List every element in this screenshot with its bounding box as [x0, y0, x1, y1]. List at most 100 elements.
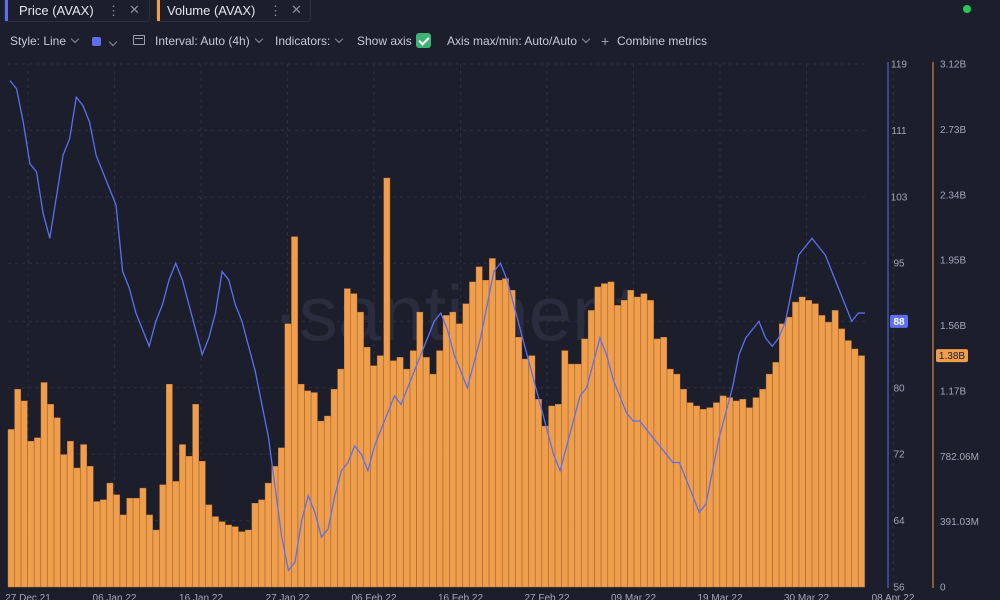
color-swatch[interactable]	[92, 37, 101, 46]
volume-bar	[344, 288, 351, 588]
x-tick-label: 09 Mar 22	[611, 593, 656, 600]
volume-bar	[146, 514, 153, 588]
volume-bar	[851, 348, 859, 588]
volume-axis: 0 391.03M 782.06M 1.17B 1.56B 1.95B 2.34B 2.73B…	[940, 60, 979, 594]
volume-bar	[429, 373, 437, 588]
volume-color-bar	[157, 0, 160, 21]
metric-tab-price-label: Price (AVAX)	[19, 3, 94, 18]
price-tick-label: 64	[893, 516, 905, 527]
volume-bar	[436, 350, 443, 588]
indicators-label: Indicators:	[275, 34, 331, 48]
price-tick-label: 56	[893, 583, 905, 594]
volume-current-marker: 1.38B	[936, 349, 968, 363]
volume-bar	[627, 290, 635, 588]
volume-bar	[838, 328, 846, 588]
volume-bar	[667, 368, 674, 588]
volume-current-label: 1.38B	[939, 351, 965, 362]
volume-tick-label: 782.06M	[940, 452, 979, 463]
volume-bar	[67, 440, 74, 588]
volume-bar	[34, 437, 41, 588]
x-tick-label: 08 Apr 22	[872, 593, 915, 600]
more-vertical-icon[interactable]: ⋮	[107, 2, 120, 18]
volume-bar	[198, 461, 206, 588]
price-color-bar	[5, 0, 8, 21]
volume-bar	[205, 504, 213, 588]
more-vertical-icon[interactable]: ⋮	[269, 2, 282, 18]
price-tick-label: 72	[893, 450, 905, 461]
volume-bar	[752, 397, 760, 588]
style-dropdown[interactable]: Style: Line	[10, 34, 80, 48]
x-axis: 27 Dec 21 06 Jan 22 16 Jan 22 27 Jan 22 06 F…	[5, 593, 915, 600]
volume-bar	[159, 484, 167, 588]
close-icon[interactable]: ✕	[291, 2, 302, 17]
volume-bar	[106, 482, 114, 588]
price-line	[9, 80, 865, 572]
volume-bar	[93, 501, 101, 588]
volume-bar	[528, 355, 536, 588]
volume-bar	[324, 415, 331, 588]
x-tick-label: 16 Feb 22	[438, 593, 483, 600]
volume-bar	[264, 482, 272, 588]
volume-bar	[390, 360, 397, 588]
axis-range-dropdown[interactable]: Axis max/min: Auto/Auto	[447, 34, 591, 48]
volume-bar	[535, 399, 542, 588]
metric-tab-volume[interactable]: Volume (AVAX) ⋮ ✕	[156, 0, 311, 22]
toolbar: Style: Line Interval: Auto (4h) Indicato…	[0, 32, 1000, 52]
volume-bar	[40, 382, 48, 588]
interval-dropdown[interactable]: Interval: Auto (4h)	[155, 34, 263, 48]
volume-bar	[258, 499, 265, 588]
volume-bar	[14, 389, 21, 588]
volume-bar	[825, 321, 832, 588]
volume-bar	[20, 400, 28, 588]
volume-bar	[653, 338, 661, 588]
indicators-dropdown[interactable]: Indicators:	[275, 34, 344, 48]
volume-bar	[179, 444, 186, 588]
volume-bar	[489, 258, 496, 588]
volume-bar	[581, 338, 588, 588]
volume-bar	[284, 323, 292, 588]
volume-bar	[462, 303, 470, 588]
volume-bar	[396, 357, 404, 588]
metrics-bar: Price (AVAX) ⋮ ✕ Volume (AVAX) ⋮ ✕	[0, 0, 1000, 26]
volume-bar	[73, 467, 81, 588]
volume-bar	[126, 497, 134, 588]
volume-bar	[27, 440, 35, 588]
volume-bar	[719, 395, 727, 588]
volume-bar	[60, 454, 68, 588]
volume-bar	[278, 447, 285, 588]
volume-bar	[746, 407, 753, 588]
volume-bar	[693, 405, 700, 588]
volume-bar	[772, 362, 780, 588]
volume-bar	[792, 301, 799, 588]
volume-bar	[245, 529, 252, 588]
combine-metrics-button[interactable]: Combine metrics	[617, 34, 708, 48]
volume-bar	[805, 300, 813, 588]
price-tick-label: 111	[891, 126, 907, 137]
volume-bar	[554, 404, 562, 588]
volume-bar	[614, 305, 621, 588]
price-tick-label: 119	[891, 60, 907, 71]
volume-bar	[152, 529, 160, 588]
volume-bar	[317, 420, 325, 588]
metric-tab-price[interactable]: Price (AVAX) ⋮ ✕	[4, 0, 150, 22]
volume-bar	[541, 425, 549, 588]
volume-tick-label: 1.95B	[940, 256, 966, 267]
volume-bar	[251, 502, 259, 588]
x-tick-label: 06 Feb 22	[351, 593, 396, 600]
volume-bar	[475, 266, 483, 588]
checkbox-checked-icon[interactable]	[416, 33, 431, 48]
volume-bar	[231, 526, 239, 588]
volume-tick-label: 2.34B	[940, 190, 966, 201]
volume-bar	[508, 290, 516, 588]
close-icon[interactable]: ✕	[129, 2, 140, 17]
x-tick-label: 27 Jan 22	[266, 593, 310, 600]
volume-bar	[47, 404, 54, 588]
volume-bar	[185, 456, 193, 588]
volume-bar	[522, 358, 529, 588]
volume-bar	[403, 368, 410, 588]
price-tick-label: 103	[891, 192, 908, 203]
volume-bar	[350, 293, 358, 588]
volume-bar	[779, 323, 786, 588]
volume-bar	[699, 409, 707, 588]
